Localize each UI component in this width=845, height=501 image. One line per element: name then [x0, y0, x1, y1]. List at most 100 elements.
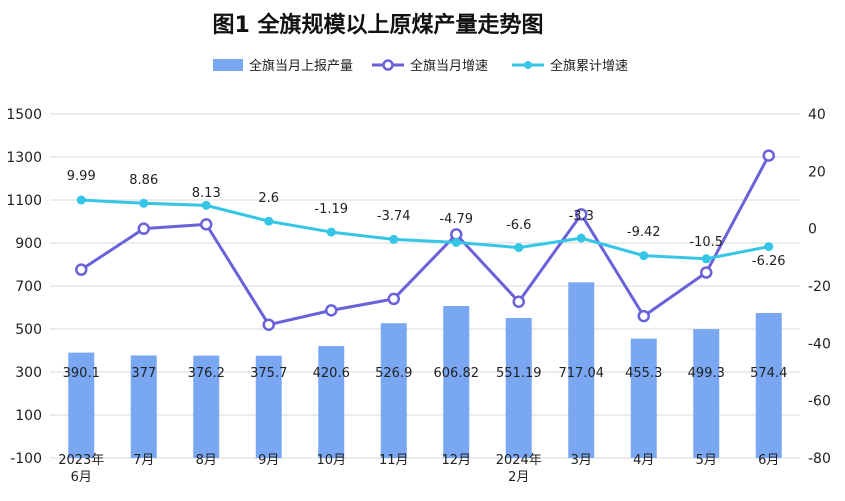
cumulative-growth-label: -4.79 [439, 212, 473, 227]
bar [130, 355, 157, 458]
legend-item-cumulative-growth: 全旗累计增速 [512, 58, 628, 74]
line-series-monthly-growth [75, 149, 775, 331]
right-tick-label: -20 [808, 279, 831, 295]
x-tick-label: 2024年 [496, 453, 542, 468]
bar [630, 338, 657, 458]
right-tick-label: 20 [808, 164, 826, 180]
chart-title: 图1 全旗规模以上原煤产量走势图 [213, 12, 544, 38]
bar [68, 352, 95, 458]
point-marker [387, 292, 400, 306]
bar-value-label: 717.04 [559, 366, 605, 381]
x-tick-label: 4月 [633, 453, 654, 468]
point-marker [139, 198, 149, 208]
legend-label-cumulative-growth: 全旗累计增速 [550, 58, 628, 74]
legend-swatch-cumulative-marker [524, 61, 532, 69]
point-marker [326, 227, 336, 237]
bar [568, 282, 595, 458]
point-marker [76, 195, 86, 205]
bar [318, 346, 345, 458]
point-marker [262, 318, 275, 331]
x-tick-label: 6月 [758, 453, 779, 468]
point-marker [200, 218, 213, 231]
x-tick-label: 12月 [441, 453, 471, 468]
x-tick-label: 8月 [196, 453, 217, 468]
gridlines [50, 113, 800, 459]
cumulative-growth-label: -9.42 [627, 225, 661, 240]
point-marker [264, 216, 274, 226]
bar [193, 355, 220, 458]
right-tick-label: -60 [808, 394, 831, 410]
cumulative-growth-label: -6.26 [752, 254, 786, 269]
left-tick-label: 700 [15, 279, 42, 295]
left-tick-label: -100 [10, 451, 42, 467]
x-tick-label: 7月 [133, 453, 154, 468]
left-tick-label: 1500 [6, 107, 42, 123]
legend-label-monthly-growth: 全旗当月增速 [410, 58, 488, 74]
cumulative-growth-label: -3.74 [377, 209, 411, 224]
left-tick-label: 1100 [6, 193, 42, 209]
point-marker [575, 208, 588, 221]
bar-value-label: 420.6 [313, 366, 350, 381]
x-tick-label: 6月 [71, 470, 92, 485]
series-line [80, 154, 771, 327]
x-tick-label: 3月 [571, 453, 592, 468]
cumulative-growth-label: 8.86 [129, 173, 158, 188]
bar-value-label: 499.3 [688, 366, 725, 381]
cumulative-growth-label: 9.99 [67, 169, 96, 184]
bar-value-label: 390.1 [63, 366, 100, 381]
point-marker [512, 295, 525, 309]
x-tick-label: 11月 [379, 453, 409, 468]
point-marker [325, 304, 338, 317]
bar-value-label: 455.3 [625, 366, 662, 381]
point-marker [389, 234, 399, 244]
x-tick-label: 10月 [316, 453, 346, 468]
bar-value-label: 574.4 [750, 366, 787, 381]
bar-series-production [68, 282, 782, 458]
left-tick-label: 900 [15, 236, 42, 252]
left-tick-label: 1300 [6, 150, 42, 166]
bar-value-label: 376.2 [188, 366, 225, 381]
bar [443, 306, 470, 458]
right-tick-label: 40 [808, 107, 826, 123]
point-marker [451, 237, 461, 247]
right-axis-ticks: -80 -60 -40 -20 0 20 40 [808, 107, 831, 467]
bar-value-label: 377 [131, 366, 156, 381]
point-marker [701, 254, 711, 264]
data-labels: 390.1 377 376.2 375.7 420.6 526.9 606.82 551.19… [63, 169, 788, 381]
cumulative-growth-label: -1.19 [314, 202, 348, 217]
left-axis-ticks: -100 100 300 500 700 900 1100 1300 1500 [6, 107, 42, 467]
left-tick-label: 300 [15, 365, 42, 381]
x-tick-label: 9月 [258, 453, 279, 468]
point-marker [137, 222, 150, 235]
bar [505, 317, 532, 458]
point-marker [637, 309, 650, 323]
right-tick-label: 0 [808, 222, 817, 238]
bar-value-label: 551.19 [496, 366, 542, 381]
x-tick-label: 2023年 [58, 453, 104, 468]
cumulative-growth-label: 8.13 [192, 186, 221, 201]
point-marker [764, 242, 774, 252]
cumulative-growth-label: 2.6 [258, 191, 279, 206]
series-line [81, 198, 770, 261]
point-marker [201, 200, 211, 210]
point-marker [639, 251, 649, 261]
point-marker [514, 243, 524, 253]
bar [380, 323, 407, 458]
cumulative-growth-label: -3.3 [569, 209, 594, 224]
cumulative-growth-label: -6.6 [506, 218, 531, 233]
left-tick-label: 100 [15, 408, 42, 424]
legend: 全旗当月上报产量 全旗当月增速 全旗累计增速 [213, 58, 628, 74]
legend-item-monthly-growth: 全旗当月增速 [372, 58, 488, 74]
point-marker [762, 149, 775, 162]
x-axis-labels: 2023年 6月 7月 8月 9月 10月 11月 12月 2024年 2月 3月 4月 5月 6月 [58, 453, 779, 485]
left-tick-label: 500 [15, 322, 42, 338]
line-series-cumulative-growth [76, 195, 774, 264]
bar-value-label: 606.82 [434, 366, 480, 381]
x-tick-label: 2月 [508, 470, 529, 485]
cumulative-growth-label: -10.5 [689, 235, 723, 250]
right-tick-label: -80 [808, 451, 831, 467]
point-marker [576, 233, 586, 243]
point-marker [75, 263, 88, 276]
bar [693, 329, 720, 458]
